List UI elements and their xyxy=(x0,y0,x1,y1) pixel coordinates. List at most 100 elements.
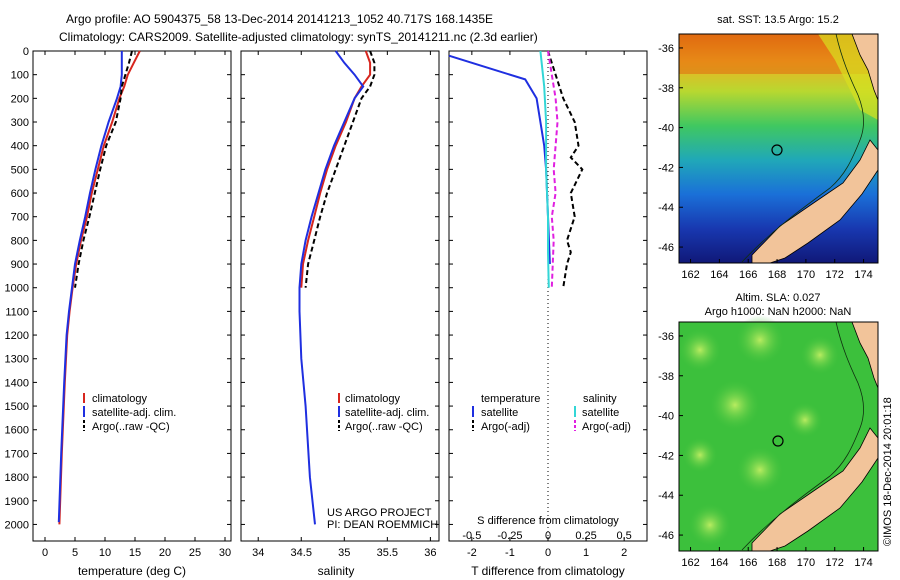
lon-tick-label: 166 xyxy=(739,557,757,569)
series-line xyxy=(547,50,584,288)
legend-header-temperature: temperature xyxy=(481,393,540,405)
sst-map: sat. SST: 13.5 Argo: 15.2 162 164 166 168 17… xyxy=(658,14,879,281)
depth-tick-label: 1700 xyxy=(5,448,29,460)
temperature-xlabel: temperature (deg C) xyxy=(78,564,186,578)
lon-tick-label: 170 xyxy=(797,557,815,569)
depth-tick-label: 1900 xyxy=(5,496,29,508)
lat-tick-label: -40 xyxy=(658,411,674,423)
lon-tick-label: 162 xyxy=(681,557,699,569)
lat-tick-label: -36 xyxy=(658,43,674,55)
legend-label-argo: Argo(..raw -QC) xyxy=(345,421,423,433)
sst-shelf-contour xyxy=(741,33,864,263)
x-tick-label: 1 xyxy=(583,547,589,559)
depth-tick-label: 1100 xyxy=(5,306,29,318)
s-tick-label: 0.25 xyxy=(575,530,596,542)
x-tick-label: 34 xyxy=(252,547,264,559)
legend-label-t-satellite: satellite xyxy=(481,407,518,419)
sla-shelf-contour xyxy=(741,321,864,551)
depth-tick-label: 500 xyxy=(11,164,29,176)
x-tick-label: 34.5 xyxy=(291,547,312,559)
depth-tick-label: 900 xyxy=(11,259,29,271)
lat-tick-label: -36 xyxy=(658,331,674,343)
x-tick-label: 35 xyxy=(338,547,350,559)
lon-tick-label: 174 xyxy=(854,269,872,281)
argo-float-marker xyxy=(771,144,783,156)
difference-x-axis: -2 -1 0 1 2 xyxy=(467,51,627,559)
lon-tick-label: 168 xyxy=(768,557,786,569)
sst-map-title: sat. SST: 13.5 Argo: 15.2 xyxy=(717,14,839,26)
difference-series xyxy=(448,50,584,541)
depth-tick-label: 800 xyxy=(11,235,29,247)
salinity-legend: climatology satellite-adj. clim. Argo(..… xyxy=(338,393,429,433)
depth-tick-label: 1800 xyxy=(5,472,29,484)
difference-panel: -2 -1 0 1 2 S difference from climatology -0… xyxy=(448,50,648,578)
lat-tick-label: -44 xyxy=(658,490,674,502)
depth-axis: 0 100 200 300 400 500 600 700 800 900 1000 1100 1200… xyxy=(5,46,231,531)
sla-high-patch xyxy=(787,402,823,438)
series-line xyxy=(304,50,376,288)
lon-tick-label: 162 xyxy=(681,269,699,281)
x-tick-label: -1 xyxy=(505,547,515,559)
lat-tick-label: -42 xyxy=(658,450,674,462)
sla-high-patch xyxy=(682,437,718,473)
salinity-xlabel: salinity xyxy=(318,564,355,578)
depth-tick-label: 1300 xyxy=(5,354,29,366)
sla-high-patch xyxy=(800,335,840,375)
salinity-axes-frame xyxy=(240,50,440,542)
lat-tick-label: -44 xyxy=(658,202,674,214)
s-difference-label: S difference from climatology xyxy=(477,515,619,527)
series-line xyxy=(298,50,365,525)
legend-label-argo: Argo(..raw -QC) xyxy=(92,421,170,433)
depth-tick-label: 100 xyxy=(11,70,29,82)
lat-tick-label: -46 xyxy=(658,242,674,254)
x-tick-label: 10 xyxy=(99,547,111,559)
legend-label-satellite: satellite-adj. clim. xyxy=(345,407,429,419)
lon-tick-label: 164 xyxy=(710,269,728,281)
x-tick-label: 25 xyxy=(189,547,201,559)
salinity-y-ticks xyxy=(241,50,439,525)
temperature-series xyxy=(57,50,141,525)
lon-tick-label: 174 xyxy=(854,557,872,569)
depth-tick-label: 200 xyxy=(11,93,29,105)
lat-tick-label: -38 xyxy=(658,83,674,95)
figure-title-line2: Climatology: CARS2009. Satellite-adjuste… xyxy=(59,30,538,44)
depth-tick-label: 0 xyxy=(23,46,29,58)
series-line xyxy=(547,50,559,288)
lon-tick-label: 172 xyxy=(826,269,844,281)
lat-tick-label: -46 xyxy=(658,530,674,542)
legend-label-t-argo: Argo(-adj) xyxy=(481,421,530,433)
depth-tick-label: 2000 xyxy=(5,519,29,531)
legend-label-climatology: climatology xyxy=(92,393,148,405)
depth-tick-label: 600 xyxy=(11,188,29,200)
temperature-legend: climatology satellite-adj. clim. Argo(..… xyxy=(83,393,176,433)
series-line xyxy=(57,51,123,523)
sla-map-title-line2: Argo h1000: NaN h2000: NaN xyxy=(705,306,852,318)
x-tick-label: 30 xyxy=(219,547,231,559)
salinity-panel: 34 34.5 35 35.5 36 salinity climatology sate… xyxy=(240,50,440,578)
x-tick-label: 0 xyxy=(42,547,48,559)
depth-tick-label: 1400 xyxy=(5,377,29,389)
x-tick-label: 20 xyxy=(159,547,171,559)
sla-map-axes: 162 164 166 168 170 172 174 -36 -38 -40 -42 -44 -46 xyxy=(658,331,873,569)
temperature-axes-frame xyxy=(32,50,232,542)
argo-float-marker xyxy=(772,435,784,447)
salinity-x-axis: 34 34.5 35 35.5 36 xyxy=(252,51,437,559)
depth-tick-label: 1000 xyxy=(5,283,29,295)
lon-tick-label: 170 xyxy=(797,269,815,281)
sla-high-patch xyxy=(735,315,785,365)
legend-label-climatology: climatology xyxy=(345,393,401,405)
x-tick-label: 5 xyxy=(72,547,78,559)
s-difference-ticks: -0.5 -0.25 0 0.25 0.5 xyxy=(462,530,631,542)
sla-high-patch xyxy=(688,503,732,547)
depth-tick-label: 300 xyxy=(11,117,29,129)
x-tick-label: 0 xyxy=(545,547,551,559)
lon-tick-label: 168 xyxy=(768,269,786,281)
x-tick-label: 35.5 xyxy=(377,547,398,559)
sla-map-frame xyxy=(678,321,879,552)
sst-map-frame xyxy=(678,33,879,264)
x-tick-label: 36 xyxy=(424,547,436,559)
lon-tick-label: 166 xyxy=(739,269,757,281)
x-tick-label: 2 xyxy=(621,547,627,559)
sla-map: Altim. SLA: 0.027 Argo h1000: NaN h2000:… xyxy=(658,292,879,569)
